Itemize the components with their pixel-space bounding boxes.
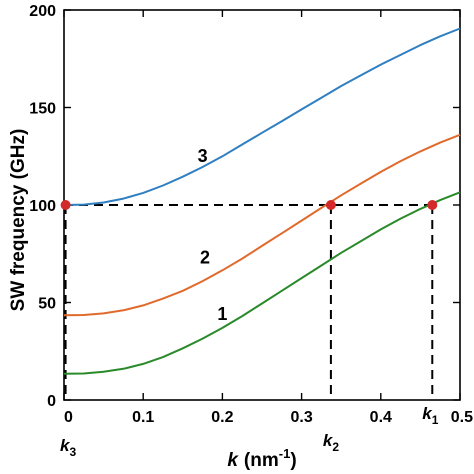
x-tick-label: 0.1	[132, 409, 154, 426]
y-tick-label: 150	[29, 101, 56, 118]
x-axis-title: k (nm-1)	[227, 446, 296, 471]
x-axis-title-exponent: -1	[279, 446, 291, 461]
y-tick-label: 0	[47, 393, 56, 410]
marker-point-k3	[60, 200, 71, 210]
series-curve-1	[63, 191, 461, 375]
x-axis-title-symbol: k	[227, 450, 239, 471]
k-label-k2: k2	[323, 431, 339, 454]
k-label-subscript: 3	[69, 445, 76, 459]
marker-point-k2	[325, 200, 336, 210]
x-axis-ticks: 0 0.1 0.2 0.3 0.4 0.5	[63, 10, 473, 426]
curve-label-2: 2	[200, 248, 210, 268]
reference-lines	[64, 204, 434, 400]
k-label-subscript: 2	[332, 440, 339, 454]
y-tick-label: 200	[29, 3, 56, 20]
y-tick-label: 50	[38, 296, 56, 313]
curve-label-1: 1	[217, 304, 227, 324]
k-label-k1: k1	[422, 404, 438, 427]
series-curve-3	[63, 27, 461, 206]
curve-label-3: 3	[198, 146, 208, 166]
y-tick-label: 100	[29, 198, 56, 215]
x-tick-label: 0	[64, 409, 73, 426]
x-tick-label: 0.3	[290, 409, 312, 426]
x-axis-title-unit: (nm	[244, 450, 279, 471]
k-label-symbol: k	[422, 404, 433, 423]
x-tick-label: 0.5	[451, 409, 473, 426]
k-label-k3: k3	[60, 436, 76, 459]
x-tick-label: 0.4	[370, 409, 392, 426]
y-axis-ticks: 0 50 100 150 200	[29, 3, 460, 410]
k-label-symbol: k	[323, 431, 334, 450]
curve-labels: 1 2 3	[198, 146, 228, 324]
x-tick-label: 0.2	[211, 409, 233, 426]
marker-point-k1	[427, 200, 438, 210]
k-label-subscript: 1	[432, 413, 439, 427]
y-axis-title: SW frequency (GHz)	[8, 129, 29, 312]
series-curve-2	[63, 133, 461, 317]
k-label-symbol: k	[60, 436, 71, 455]
series-curves	[63, 27, 461, 375]
x-axis-title-close: )	[290, 450, 296, 471]
marker-points	[60, 200, 438, 210]
